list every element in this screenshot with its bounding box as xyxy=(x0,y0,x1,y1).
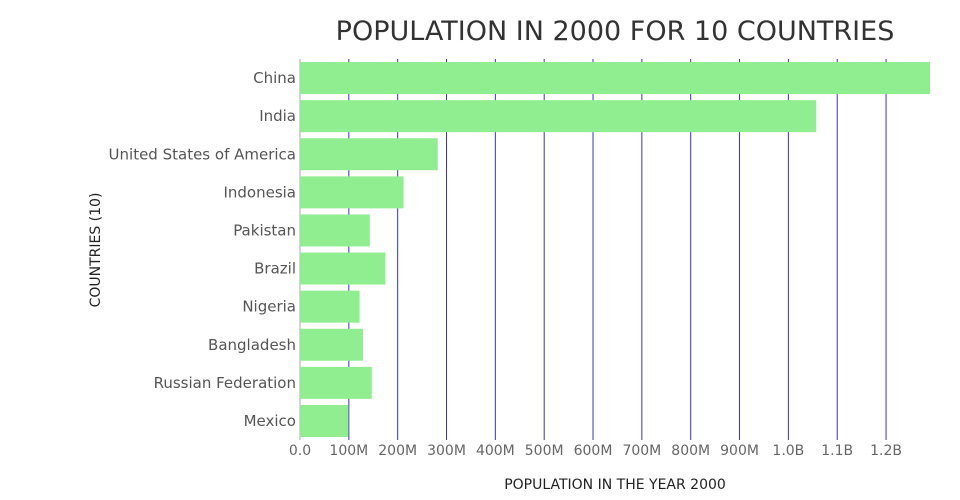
x-tick-label: 600M xyxy=(574,443,613,459)
bar-china xyxy=(300,62,930,95)
category-label: Russian Federation xyxy=(154,374,296,392)
category-label: Mexico xyxy=(244,412,296,430)
x-tick-label: 400M xyxy=(476,443,515,459)
category-label: Nigeria xyxy=(242,298,296,316)
x-axis-title: POPULATION IN THE YEAR 2000 xyxy=(504,477,726,493)
y-axis-title: COUNTRIES (10) xyxy=(88,193,104,308)
category-label: China xyxy=(253,69,296,87)
category-label: Indonesia xyxy=(223,183,296,201)
bar-mexico xyxy=(300,404,349,437)
bar-brazil xyxy=(300,252,386,285)
bar-indonesia xyxy=(300,176,404,209)
x-tick-label: 900M xyxy=(720,443,759,459)
x-tick-label: 300M xyxy=(427,443,466,459)
bar-russian-federation xyxy=(300,366,372,399)
chart-title: POPULATION IN 2000 FOR 10 COUNTRIES xyxy=(336,16,895,47)
x-tick-label: 500M xyxy=(525,443,564,459)
bar-pakistan xyxy=(300,214,370,247)
bars xyxy=(300,62,930,437)
x-tick-labels: 0.0 100M 200M 300M 400M 500M 600M 700M 800M 900M 1… xyxy=(289,443,902,459)
bar-united-states-of-america xyxy=(300,138,438,171)
bar-india xyxy=(300,100,817,133)
x-tick-label: 1.1B xyxy=(821,443,853,459)
x-tick-label: 1.0B xyxy=(772,443,804,459)
category-label: Bangladesh xyxy=(208,336,296,354)
category-label: United States of America xyxy=(109,145,296,163)
bar-bangladesh xyxy=(300,328,363,361)
x-tick-label: 1.2B xyxy=(870,443,902,459)
x-tick-label: 100M xyxy=(329,443,368,459)
x-tick-label: 800M xyxy=(671,443,710,459)
x-tick-label: 700M xyxy=(622,443,661,459)
category-labels: China India United States of America Indone… xyxy=(109,69,296,430)
x-tick-label: 200M xyxy=(378,443,417,459)
bar-nigeria xyxy=(300,290,360,323)
x-tick-label: 0.0 xyxy=(289,443,311,459)
category-label: Pakistan xyxy=(233,221,296,239)
category-label: Brazil xyxy=(254,260,296,278)
category-label: India xyxy=(259,107,296,125)
